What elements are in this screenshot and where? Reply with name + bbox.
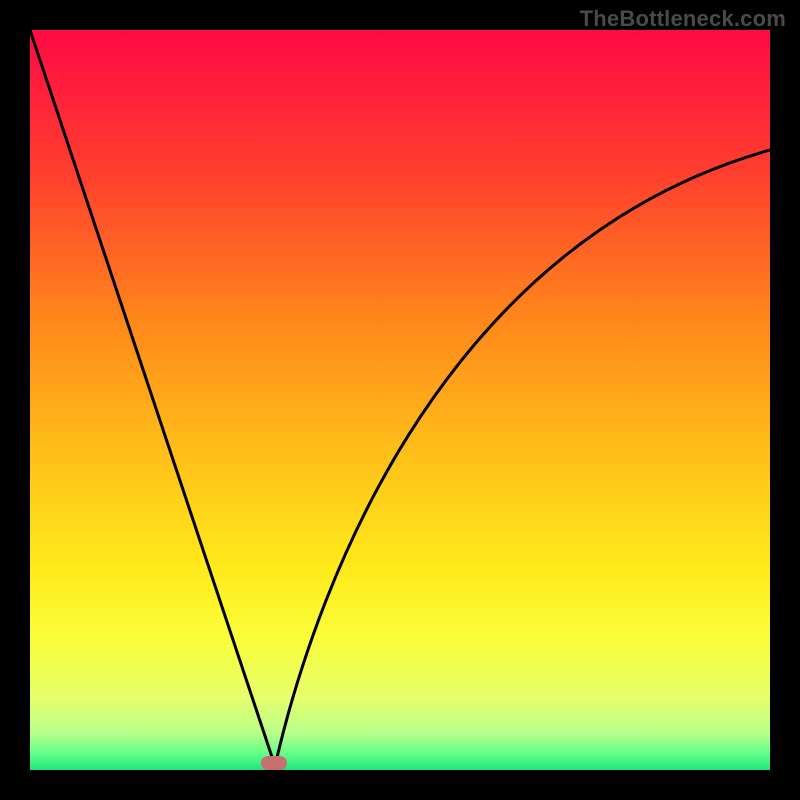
curve-layer — [30, 30, 770, 770]
optimal-point-marker — [261, 756, 287, 770]
curve-left-branch — [30, 30, 275, 766]
curve-right-branch — [275, 150, 770, 766]
chart-frame: TheBottleneck.com — [0, 0, 800, 800]
bottleneck-chart — [30, 30, 770, 770]
watermark-text: TheBottleneck.com — [580, 6, 786, 32]
